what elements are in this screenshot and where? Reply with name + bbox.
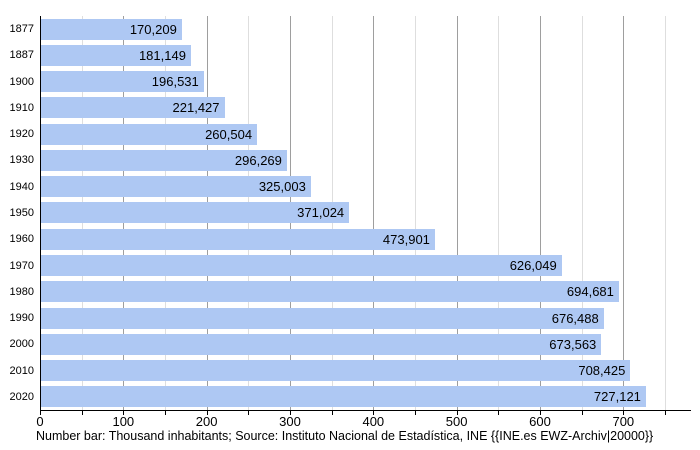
x-tick-650 (581, 411, 583, 415)
x-axis-line (40, 410, 691, 411)
plot-area: 170,209 181,149 196,531 221,427 260,504 296,2… (40, 16, 690, 410)
population-bar-1950: 371,024 (40, 202, 350, 224)
year-label-1940: 1940 (9, 180, 34, 193)
year-label-2010: 2010 (9, 364, 34, 377)
population-bar-1990: 676,488 (40, 307, 604, 329)
population-bar-1940: 325,003 (40, 176, 311, 198)
y-axis-line (40, 16, 41, 411)
bar-value-label: 694,681 (566, 284, 614, 300)
year-label-1970: 1970 (9, 259, 34, 272)
bar-row-2000: 673,563 (40, 331, 690, 357)
bar-value-label: 181,149 (138, 47, 186, 63)
bar-row-1877: 170,209 (40, 16, 690, 42)
bar-value-label: 473,901 (382, 231, 430, 247)
bar-value-label: 727,121 (593, 389, 641, 405)
x-tick-150 (165, 411, 166, 415)
y-axis-labels: 1877 1887 1900 1910 1920 1930 1940 1950 1960 1970… (0, 16, 34, 410)
population-bar-2020: 727,121 (40, 386, 646, 408)
bar-value-label: 626,049 (509, 258, 557, 274)
population-bar-1960: 473,901 (40, 228, 435, 250)
x-tick-550 (498, 411, 500, 415)
bar-row-1887: 181,149 (40, 42, 690, 68)
bar-value-label: 296,269 (234, 152, 282, 168)
bar-value-label: 676,488 (551, 310, 599, 326)
x-tick-250 (248, 411, 250, 415)
x-tick-label-200: 200 (195, 414, 218, 429)
major-gridline-500 (456, 16, 458, 410)
x-tick-200 (206, 411, 208, 415)
year-label-1910: 1910 (9, 101, 34, 114)
bar-row-1970: 626,049 (40, 252, 690, 278)
bar-value-label: 371,024 (297, 205, 345, 221)
population-bar-1920: 260,504 (40, 123, 258, 145)
bar-value-label: 673,563 (549, 336, 597, 352)
minor-gridline-550 (498, 16, 500, 410)
x-tick-350 (331, 411, 333, 415)
minor-gridline-750 (665, 16, 666, 410)
year-label-1887: 1887 (9, 49, 34, 62)
year-label-1990: 1990 (9, 312, 34, 325)
population-bar-1910: 221,427 (40, 97, 225, 119)
bar-rows: 170,209 181,149 196,531 221,427 260,504 296,2… (40, 16, 690, 410)
x-tick-0 (40, 411, 41, 415)
bar-value-label: 196,531 (151, 74, 199, 90)
x-tick-label-400: 400 (362, 414, 385, 429)
bar-row-1960: 473,901 (40, 226, 690, 252)
population-bar-2000: 673,563 (40, 333, 602, 355)
x-tick-450 (415, 411, 416, 415)
year-label-2000: 2000 (9, 338, 34, 351)
bar-row-1910: 221,427 (40, 95, 690, 121)
year-label-2020: 2020 (9, 390, 34, 403)
bar-value-label: 221,427 (172, 100, 220, 116)
major-gridline-600 (540, 16, 541, 410)
year-label-1920: 1920 (9, 128, 34, 141)
x-tick-300 (290, 411, 291, 415)
x-tick-label-0: 0 (36, 414, 44, 429)
population-bar-1970: 626,049 (40, 255, 562, 277)
chart-caption: Number bar: Thousand inhabitants; Source… (36, 429, 654, 443)
x-tick-label-500: 500 (445, 414, 468, 429)
bar-value-label: 325,003 (258, 179, 306, 195)
bar-row-1980: 694,681 (40, 279, 690, 305)
year-label-1960: 1960 (9, 233, 34, 246)
year-label-1950: 1950 (9, 206, 34, 219)
major-gridline-700 (623, 16, 625, 410)
bar-row-1950: 371,024 (40, 200, 690, 226)
bar-value-label: 708,425 (578, 363, 626, 379)
bar-row-1930: 296,269 (40, 147, 690, 173)
minor-gridline-650 (581, 16, 583, 410)
population-bar-1930: 296,269 (40, 149, 287, 171)
x-tick-label-600: 600 (529, 414, 551, 429)
bar-value-label: 260,504 (205, 126, 253, 142)
bar-row-1940: 325,003 (40, 174, 690, 200)
bar-row-1920: 260,504 (40, 121, 690, 147)
x-tick-label-700: 700 (612, 414, 635, 429)
year-label-1980: 1980 (9, 285, 34, 298)
x-tick-700 (623, 411, 625, 415)
population-bar-2010: 708,425 (40, 360, 631, 382)
bar-row-1900: 196,531 (40, 69, 690, 95)
year-label-1900: 1900 (9, 75, 34, 88)
bar-row-1990: 676,488 (40, 305, 690, 331)
x-tick-50 (81, 411, 83, 415)
population-bar-1980: 694,681 (40, 281, 619, 303)
year-label-1930: 1930 (9, 154, 34, 167)
major-gridline-400 (373, 16, 375, 410)
x-tick-400 (373, 411, 375, 415)
x-tick-500 (456, 411, 458, 415)
population-bar-1887: 181,149 (40, 44, 191, 66)
x-tick-750 (665, 411, 666, 415)
population-bar-1900: 196,531 (40, 71, 204, 93)
minor-gridline-450 (415, 16, 416, 410)
x-tick-label-300: 300 (279, 414, 301, 429)
population-bar-1877: 170,209 (40, 18, 182, 40)
bar-row-2020: 727,121 (40, 384, 690, 410)
x-tick-600 (540, 411, 541, 415)
bar-row-2010: 708,425 (40, 357, 690, 383)
x-tick-100 (123, 411, 125, 415)
bar-value-label: 170,209 (129, 21, 177, 37)
year-label-1877: 1877 (9, 23, 34, 36)
x-tick-label-100: 100 (112, 414, 135, 429)
